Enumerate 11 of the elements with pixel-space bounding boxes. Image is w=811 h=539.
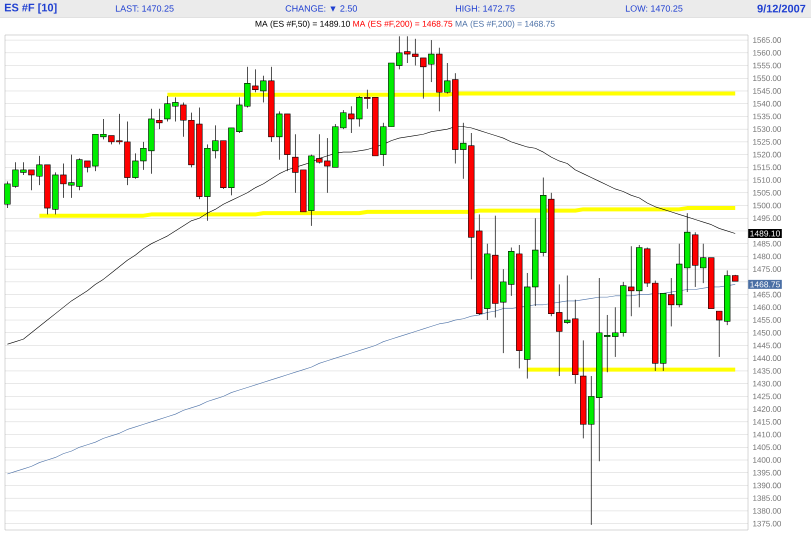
- text: LAST: 1470.25: [116, 5, 174, 12]
- text: MA (ES #F,200) = 1468.75: [353, 20, 452, 28]
- text: 1489.10: [750, 230, 780, 236]
- text: CHANGE: ▼ 2.50: [286, 5, 358, 12]
- text: MA (ES #F,50) = 1489.10: [256, 20, 350, 28]
- text: 9/12/2007: [757, 4, 806, 13]
- text: MA (ES #F,200) = 1468.75: [456, 20, 555, 28]
- chart-title: ES #F [10]: [4, 3, 57, 14]
- text: LOW: 1470.25: [626, 5, 682, 12]
- text: HIGH: 1472.75: [456, 5, 515, 12]
- text: 1468.75: [750, 281, 780, 288]
